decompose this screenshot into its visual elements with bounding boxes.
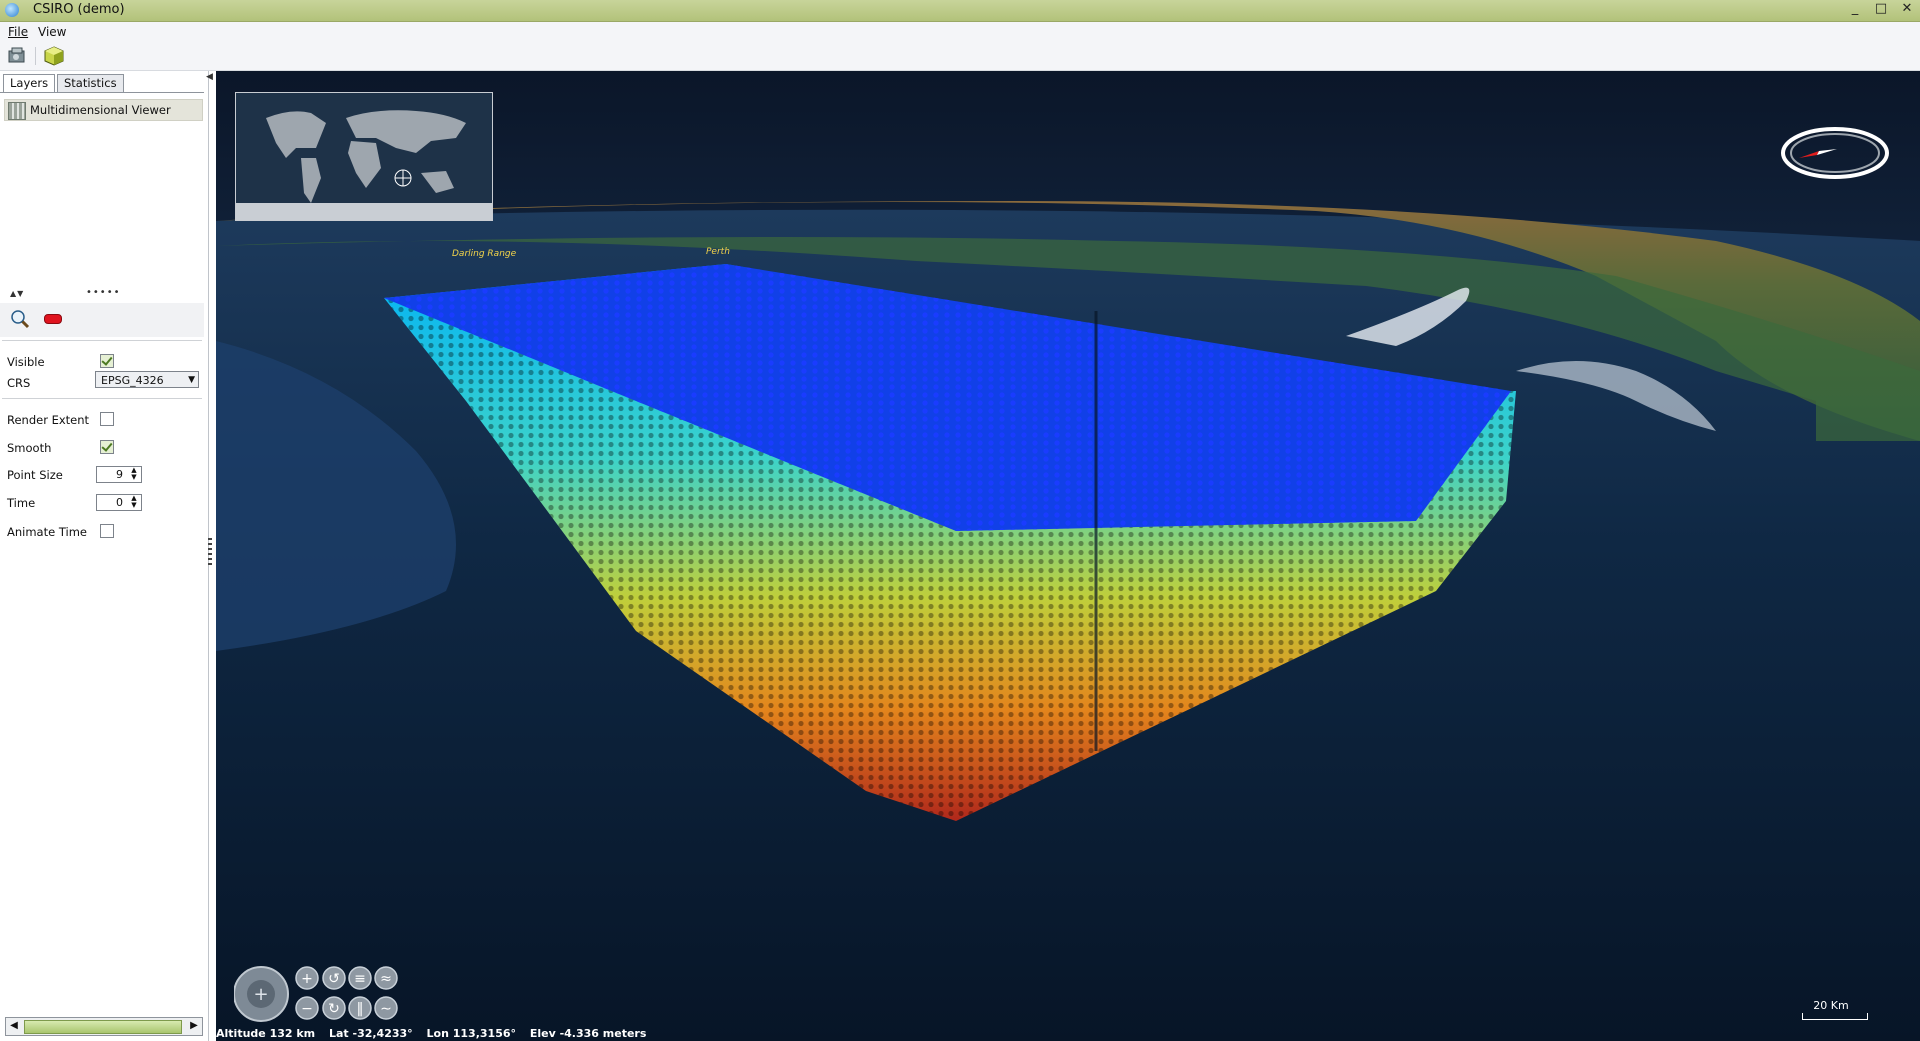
altitude-readout: Altitude 132 km (216, 1027, 316, 1040)
scroll-thumb[interactable] (24, 1020, 182, 1034)
animate-time-label: Animate Time (7, 525, 87, 539)
menu-file[interactable]: File (8, 25, 29, 39)
place-label-darling-range: Darling Range (452, 249, 517, 259)
longitude-readout: Lon 113,3156° (426, 1027, 516, 1040)
layer-label: Multidimensional Viewer (30, 103, 171, 117)
smooth-label: Smooth (7, 441, 52, 455)
divider (2, 340, 202, 341)
layers-panel: Layers Statistics Multidimensional Viewe… (0, 71, 209, 1041)
svg-text:∼: ∼ (380, 1001, 392, 1017)
maximize-button[interactable]: □ (1874, 1, 1888, 16)
zoom-to-layer-icon[interactable] (10, 309, 30, 329)
panel-splitter[interactable]: ▲▼ ••••• (0, 287, 208, 301)
svg-text:‖: ‖ (357, 1001, 364, 1017)
spinner-arrows-icon[interactable]: ▲ ▼ (131, 494, 137, 509)
pan-control-icon: + (233, 966, 289, 1022)
collapse-panel-icon[interactable]: ◀ (206, 72, 213, 82)
status-bar: Altitude 132 km Lat -32,4233° Lon 113,31… (216, 1027, 1920, 1041)
svg-text:≈: ≈ (380, 971, 392, 987)
scroll-right-icon[interactable]: ▶ (190, 1020, 198, 1031)
grid-layer-icon (8, 102, 26, 120)
open-data-icon[interactable] (6, 45, 28, 67)
crs-select[interactable]: EPSG_4326 ▼ (95, 371, 199, 388)
toolbar-separator (35, 47, 36, 65)
scale-label: 20 Km (1813, 999, 1849, 1012)
point-size-value: 9 (116, 468, 123, 481)
scroll-left-icon[interactable]: ◀ (10, 1020, 18, 1031)
svg-text:↺: ↺ (328, 971, 340, 987)
crs-label: CRS (7, 376, 31, 390)
app-icon (5, 3, 19, 17)
window-title: CSIRO (demo) (33, 2, 125, 17)
visible-label: Visible (7, 355, 45, 369)
svg-text:↻: ↻ (328, 1001, 340, 1017)
divider (2, 398, 202, 399)
horizontal-scrollbar[interactable]: ◀ ▶ (5, 1017, 203, 1036)
spinner-arrows-icon[interactable]: ▲ ▼ (131, 466, 137, 481)
close-button[interactable]: ✕ (1901, 1, 1913, 16)
svg-text:−: − (301, 1001, 313, 1017)
tab-statistics[interactable]: Statistics (57, 74, 124, 92)
remove-layer-icon[interactable] (44, 314, 62, 324)
title-bar: CSIRO (demo) _ □ ✕ (0, 0, 1920, 22)
point-size-stepper[interactable]: 9 ▲ ▼ (96, 466, 142, 483)
menu-view[interactable]: View (38, 25, 67, 39)
layer-actions (0, 303, 204, 337)
elevation-readout: Elev -4.336 meters (529, 1027, 647, 1040)
menu-bar: File View (0, 22, 1920, 42)
visible-checkbox[interactable] (100, 354, 114, 368)
drag-handle-icon[interactable]: ••••• (86, 287, 121, 298)
scale-bar-line (1802, 1013, 1868, 1020)
tab-layers[interactable]: Layers (3, 74, 56, 92)
world-minimap[interactable] (235, 92, 493, 221)
place-label-perth: Perth (706, 247, 730, 257)
smooth-checkbox[interactable] (100, 440, 114, 454)
svg-text:+: + (253, 984, 268, 1005)
svg-text:+: + (301, 971, 313, 987)
scale-bar: 20 Km (1793, 999, 1869, 1020)
render-extent-label: Render Extent (7, 413, 90, 427)
globe-viewport[interactable]: Darling Range Perth (216, 71, 1920, 1041)
compass-icon[interactable] (1781, 125, 1889, 181)
panel-resize-grip[interactable] (208, 538, 212, 568)
tab-divider (0, 92, 204, 93)
time-stepper[interactable]: 0 ▲ ▼ (96, 494, 142, 511)
latitude-readout: Lat -32,4233° (328, 1027, 413, 1040)
time-label: Time (7, 496, 36, 510)
crs-value: EPSG_4326 (101, 374, 164, 387)
time-value: 0 (116, 496, 123, 509)
svg-text:≡: ≡ (354, 971, 366, 987)
animate-time-checkbox[interactable] (100, 524, 114, 538)
point-size-label: Point Size (7, 468, 63, 482)
cube-icon[interactable] (43, 45, 65, 67)
globe-scene (216, 71, 1920, 1041)
navigation-controls: + + − ↺ ↻ ≡ ‖ ≈ ∼ (233, 961, 434, 1025)
collapse-arrows-icon[interactable]: ▲▼ (10, 289, 25, 298)
chevron-down-icon: ▼ (188, 375, 195, 385)
minimize-button[interactable]: _ (1851, 1, 1859, 16)
render-extent-checkbox[interactable] (100, 412, 114, 426)
toolbar (0, 42, 1920, 71)
layer-item[interactable]: Multidimensional Viewer (4, 99, 203, 121)
